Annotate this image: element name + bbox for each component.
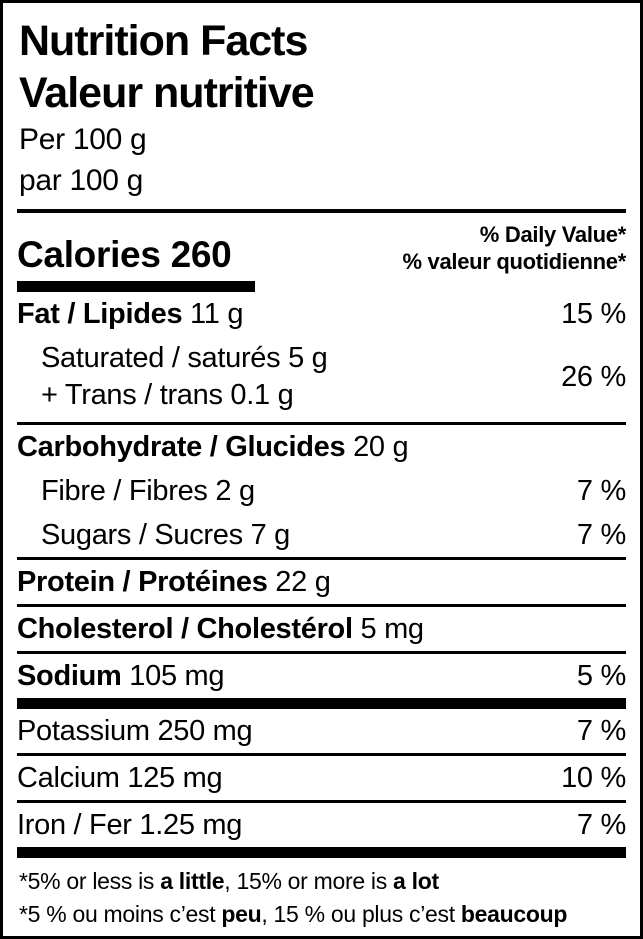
footnote-french: *5 % ou moins c’est peu, 15 % ou plus c’… [19,901,568,927]
fat-daily-value: 15 % [561,298,626,330]
thick-divider-bar [17,698,626,709]
section-divider [17,753,626,756]
footnotes-section: *5% or less is a little, 15% or more is … [17,858,626,931]
fat-amount: 11 g [182,298,244,330]
cholesterol-label: Cholesterol / Cholestérol [17,613,353,645]
serving-size-french: par 100 g [19,164,144,197]
title-french: Valeur nutritive [19,69,315,117]
section-divider [17,651,626,654]
fat-label: Fat / Lipides [17,298,183,330]
trans-fat-line: + Trans / trans 0.1 g [41,379,294,411]
nutrient-row-protein: Protein / Protéines 22 g [17,560,626,604]
calories-label: Calories [17,234,161,275]
sodium-amount: 105 mg [121,660,225,692]
nutrient-row-carbohydrate: Carbohydrate / Glucides 20 g [17,425,626,469]
section-divider [17,800,626,803]
calories-section: Calories 260 % Daily Value* % valeur quot… [17,213,626,275]
fibre-daily-value: 7 % [576,475,626,507]
title-english: Nutrition Facts [19,17,308,65]
protein-amount: 22 g [267,566,331,598]
daily-value-header: % Daily Value* % valeur quotidienne* [402,221,626,275]
nutrient-row-sugars: Sugars / Sucres 7 g 7 % [17,513,626,557]
iron-line: Iron / Fer 1.25 mg [17,809,243,841]
daily-value-header-english: % Daily Value* [479,222,627,247]
section-divider [17,422,626,425]
potassium-daily-value: 7 % [576,715,626,747]
thick-divider-bar [17,847,626,858]
calories-value: 260 [170,234,232,275]
carbohydrate-label: Carbohydrate / Glucides [17,431,346,463]
fibre-line: Fibre / Fibres 2 g [41,475,255,507]
daily-value-header-french: % valeur quotidienne* [402,249,626,274]
calories-underline-bar [17,281,255,292]
footnote-english: *5% or less is a little, 15% or more is … [19,868,439,894]
calcium-line: Calcium 125 mg [17,762,223,794]
section-divider [17,557,626,560]
nutrient-row-fibre: Fibre / Fibres 2 g 7 % [17,469,626,513]
saturated-trans-daily-value: 26 % [561,360,626,393]
sodium-daily-value: 5 % [576,660,626,692]
nutrient-row-cholesterol: Cholesterol / Cholestérol 5 mg [17,607,626,651]
nutrient-row-saturated-trans: Saturated / saturés 5 g + Trans / trans … [17,336,626,422]
iron-daily-value: 7 % [576,809,626,841]
nutrient-row-iron: Iron / Fer 1.25 mg 7 % [17,803,626,847]
saturated-fat-line: Saturated / saturés 5 g [41,342,328,374]
carbohydrate-amount: 20 g [345,431,409,463]
sugars-line: Sugars / Sucres 7 g [41,519,290,551]
nutrient-row-potassium: Potassium 250 mg 7 % [17,709,626,753]
protein-label: Protein / Protéines [17,566,268,598]
serving-size-english: Per 100 g [19,123,147,156]
section-divider [17,604,626,607]
cholesterol-amount: 5 mg [352,613,424,645]
calories-row: Calories 260 [17,234,232,275]
sodium-label: Sodium [17,660,122,692]
calcium-daily-value: 10 % [561,762,626,794]
sugars-daily-value: 7 % [576,519,626,551]
header-divider [17,209,626,213]
nutrient-row-calcium: Calcium 125 mg 10 % [17,756,626,800]
potassium-line: Potassium 250 mg [17,715,253,747]
nutrient-row-sodium: Sodium 105 mg 5 % [17,654,626,698]
nutrient-row-fat: Fat / Lipides 11 g 15 % [17,292,626,336]
